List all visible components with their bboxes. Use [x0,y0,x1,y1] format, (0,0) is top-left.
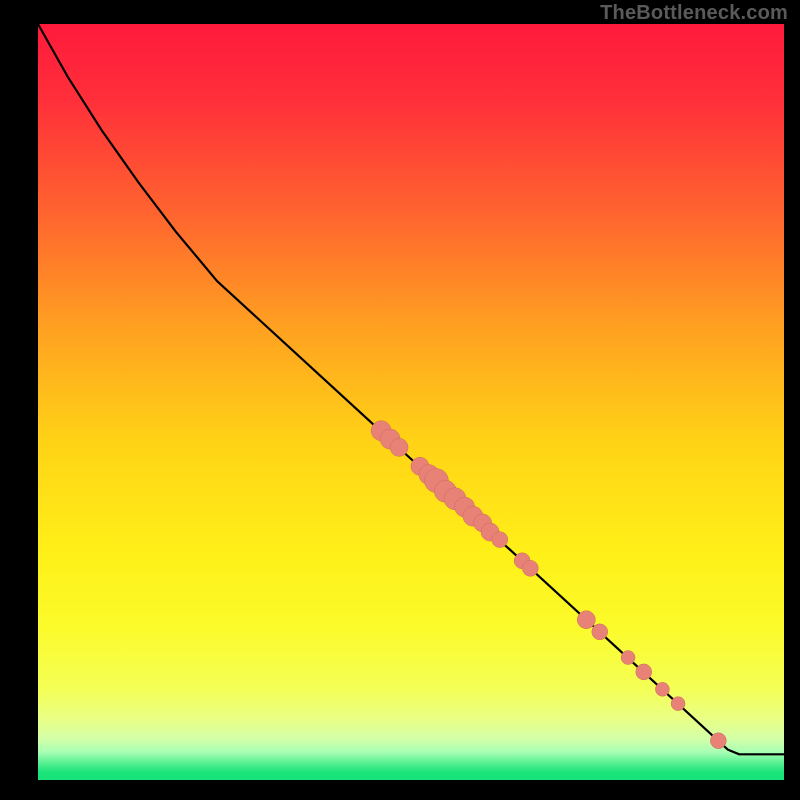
scatter-point [592,624,608,640]
gradient-background [38,24,784,780]
scatter-point [390,438,408,456]
scatter-point [671,697,685,711]
scatter-point [492,532,508,548]
scatter-point [636,664,652,680]
scatter-point [655,682,669,696]
scatter-point [577,611,595,629]
watermark-text: TheBottleneck.com [600,2,788,25]
bottleneck-chart [0,0,800,800]
scatter-point [710,733,726,749]
scatter-point [621,651,635,665]
scatter-point [522,560,538,576]
